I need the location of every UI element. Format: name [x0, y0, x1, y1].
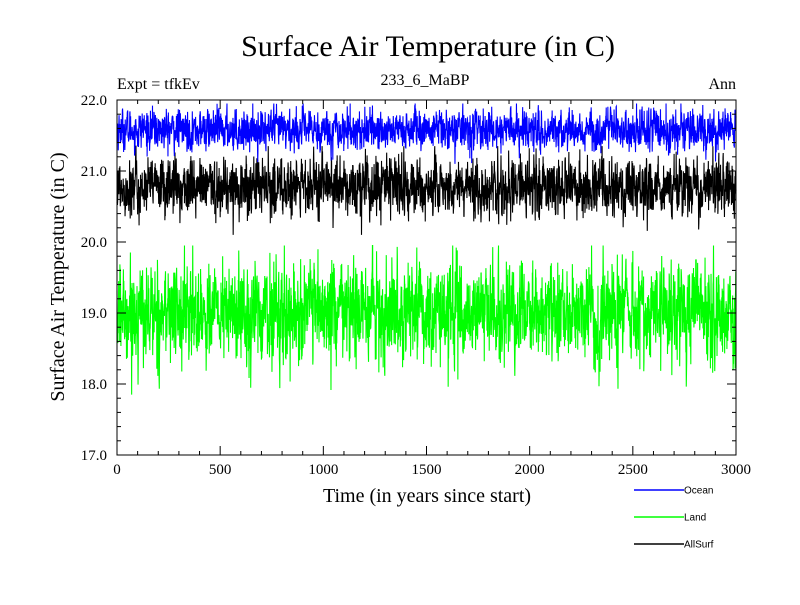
x-tick-label: 500 [209, 462, 232, 478]
y-tick-label: 22.0 [81, 93, 107, 109]
series-line-allsurf [116, 145, 737, 235]
x-tick-label: 1000 [308, 462, 338, 478]
legend-label-ocean: Ocean [684, 486, 713, 497]
series-line-land [116, 245, 737, 395]
y-tick-label: 17.0 [81, 448, 107, 464]
chart-title: Surface Air Temperature (in C) [241, 30, 615, 63]
legend: Ocean Land AllSurf [634, 486, 714, 551]
legend-label-land: Land [684, 513, 706, 524]
y-tick-label: 18.0 [81, 377, 107, 393]
y-tick-label: 19.0 [81, 306, 107, 322]
axes-layer: 0 500 1000 1500 2000 2500 3000 17.0 18.0 19.0 20.0… [81, 93, 751, 478]
x-tick-label: 3000 [721, 462, 751, 478]
x-tick-label: 1500 [412, 462, 442, 478]
series-layer [116, 103, 737, 395]
legend-label-allsurf: AllSurf [684, 540, 714, 551]
chart-subtitle-right: Ann [708, 76, 736, 93]
y-tick-label: 21.0 [81, 164, 107, 180]
y-tick-label: 20.0 [81, 235, 107, 251]
x-axis-label: Time (in years since start) [323, 485, 531, 507]
x-tick-label: 2000 [515, 462, 545, 478]
x-tick-label: 0 [113, 462, 121, 478]
y-axis-label: Surface Air Temperature (in C) [47, 152, 69, 401]
chart-subtitle-center: 233_6_MaBP [381, 72, 470, 89]
chart-subtitle-left: Expt = tfkEv [117, 76, 200, 93]
series-line-ocean [116, 103, 737, 164]
x-tick-label: 2500 [618, 462, 648, 478]
